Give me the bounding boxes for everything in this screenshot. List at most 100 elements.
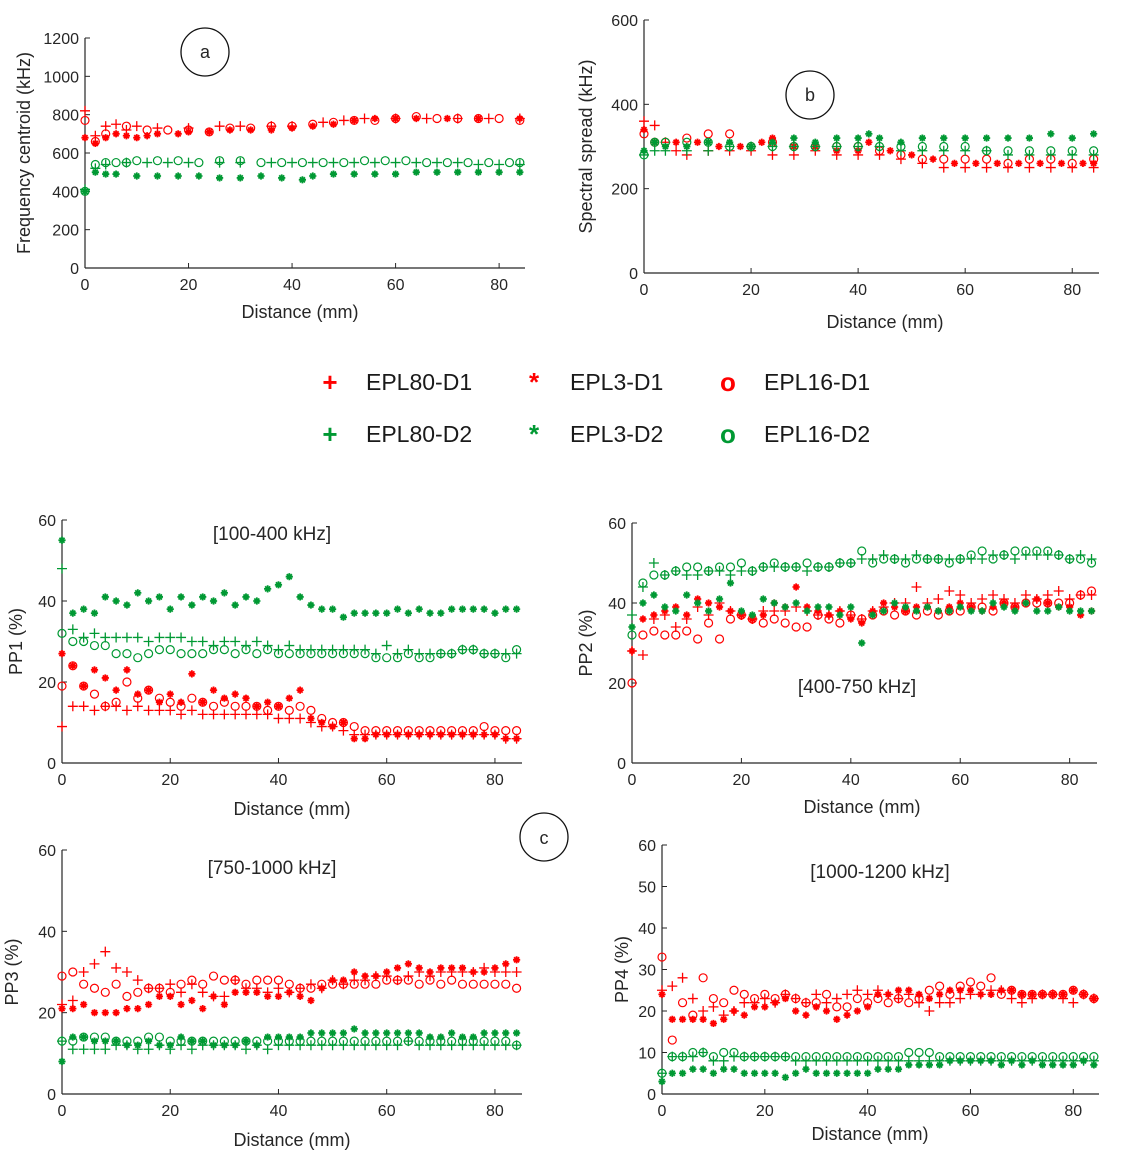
data-point-circle [1086,586,1097,596]
data-point-star [236,174,244,182]
data-point-circle [725,141,735,152]
data-point-plus [78,967,89,977]
data-point-circle [490,725,500,736]
data-point-circle [432,113,442,124]
panel-label: b [805,85,815,105]
data-point-circle [484,157,494,168]
data-point-circle [914,1047,924,1058]
data-point-plus [739,1051,750,1062]
data-point-circle [122,1036,132,1046]
data-point-star [715,595,724,603]
data-point-circle [708,993,719,1004]
data-point-circle [924,1047,934,1058]
data-point-plus [769,606,780,616]
data-point-circle [263,644,273,655]
data-point-circle [273,701,284,711]
data-point-circle [1037,1052,1048,1062]
data-point-circle [204,127,214,137]
data-point-plus [1064,554,1075,564]
data-point-circle [688,1047,698,1058]
x-tick-label: 20 [161,772,179,789]
data-point-circle [133,693,143,703]
y-tick-label: 0 [47,1087,56,1104]
data-point-circle [996,989,1006,1000]
data-point-plus [162,157,173,168]
data-point-circle [1065,598,1075,608]
data-point-star [80,605,88,613]
data-point-plus [489,648,500,659]
data-point-circle [230,975,240,985]
data-point-star [502,735,510,743]
data-point-circle [198,979,208,989]
data-point-circle [219,1036,229,1046]
data-point-star [699,1065,707,1073]
y-tick-label: 600 [52,146,79,163]
data-point-plus [100,946,111,957]
data-point-circle [360,979,370,989]
data-point-circle [1075,554,1086,564]
data-point-star [296,593,304,601]
y-axis-label: Frequency centroid (kHz) [14,52,34,254]
data-point-star [678,1015,687,1023]
data-point-star [69,662,77,670]
data-point-circle [627,678,637,688]
data-point-circle [1006,985,1017,995]
data-point-circle [824,614,834,624]
data-point-circle [1065,554,1075,564]
data-point-circle [187,1036,197,1046]
data-point-plus [831,993,842,1004]
y-tick-label: 0 [617,756,626,773]
y-tick-label: 20 [638,1004,656,1021]
data-point-star [748,611,756,619]
data-point-star [350,170,358,178]
data-point-plus [823,562,834,572]
data-point-circle [1017,989,1027,1000]
data-point-star [715,142,723,151]
data-point-circle [1048,989,1058,1000]
plus-marker-icon: + [322,366,338,397]
data-point-star [683,611,691,619]
data-point-star [822,1007,831,1015]
y-tick-label: 200 [611,182,638,199]
data-point-star [274,702,283,710]
data-point-circle [490,979,500,989]
data-point-circle [714,634,725,644]
y-tick-label: 0 [70,261,79,278]
data-point-star [309,122,317,130]
data-point-circle [442,157,452,168]
data-point-plus [176,709,187,720]
data-point-star [658,990,666,998]
y-axis-label: PP1 (%) [6,608,26,675]
data-point-star [864,1069,872,1077]
data-point-star [771,1069,779,1077]
data-point-star [740,1069,748,1077]
data-point-plus [452,157,463,168]
data-point-star [144,1000,153,1009]
data-point-plus [845,558,856,568]
series-epl3-d2 [81,168,524,195]
data-point-circle [468,725,478,736]
data-point-plus [219,709,230,720]
data-point-star [412,168,420,176]
data-point-circle [89,983,100,993]
data-point-plus [165,705,176,716]
data-point-circle [725,129,735,139]
series-epl80-d2 [80,157,525,195]
data-point-star [209,686,218,694]
data-point-circle [703,129,713,139]
data-point-plus [862,989,873,1000]
data-point-star [361,735,369,743]
data-point-plus [100,632,111,643]
star-marker-icon: * [528,366,540,397]
data-point-circle [879,606,889,616]
data-point-star [361,1029,369,1037]
data-point-circle [143,983,154,993]
data-point-star [792,599,800,607]
data-point-star [372,609,380,617]
data-point-circle [873,1052,883,1062]
x-axis-label: Distance (mm) [233,1130,350,1150]
data-point-circle [976,981,986,991]
data-point-circle [657,952,667,962]
data-point-circle [515,115,525,126]
data-point-circle [143,649,154,659]
